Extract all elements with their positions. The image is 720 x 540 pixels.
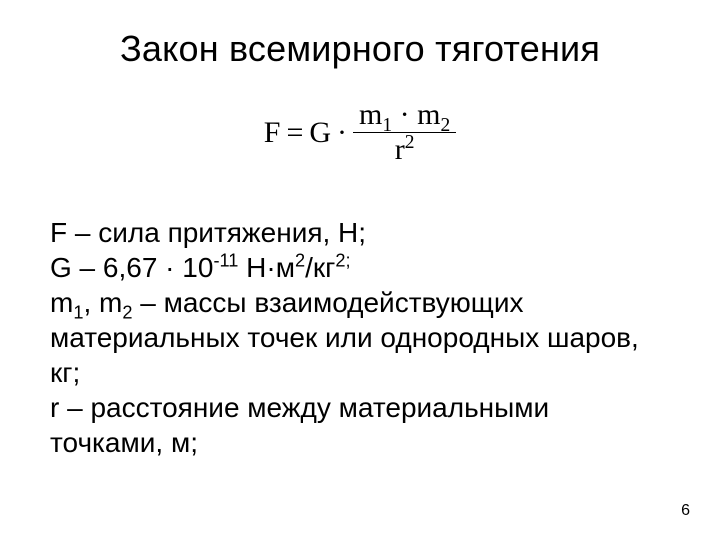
slide-title: Закон всемирного тяготения [0,28,720,70]
masses-comma: , [83,287,99,318]
formula-equation: F = G · m1 · m2 r2 [264,100,456,165]
formula-G: G [309,116,331,150]
page-number: 6 [681,502,690,520]
G-mid: Н·м [238,252,295,283]
numerator-dot: · [400,98,410,131]
formula-dot: · [337,116,347,150]
masses-m1: m [50,287,73,318]
G-ten-exp: -11 [213,251,238,271]
definitions-block: F – сила притяжения, Н; G – 6,67 · 10-11… [50,215,670,460]
formula-block: F = G · m1 · m2 r2 [0,100,720,165]
def-line-G: G – 6,67 · 10-11 Н·м2/кг2; [50,250,670,285]
G-prefix: G – 6,67 · 10 [50,252,213,283]
formula-fraction: m1 · m2 r2 [353,100,456,165]
def-line-r: r – расстояние между материальными точка… [50,390,670,460]
G-kg-exp: 2; [335,251,350,271]
formula-F: F [264,116,281,150]
numerator-m2: m [417,98,440,131]
formula-numerator: m1 · m2 [353,100,456,133]
denominator-r-exp: 2 [405,132,415,153]
formula-denominator: r2 [389,133,421,165]
denominator-r: r [395,133,405,166]
def-line-masses: m1, m2 – массы взаимодействующих материа… [50,285,670,390]
numerator-m1: m [359,98,382,131]
masses-rest: – массы взаимодействующих материальных т… [50,287,639,388]
slide: Закон всемирного тяготения F = G · m1 · … [0,0,720,540]
masses-m2: m [99,287,122,318]
masses-m1-sub: 1 [73,303,83,323]
G-m-exp: 2 [295,251,305,271]
G-slash: /кг [305,252,335,283]
numerator-m2-sub: 2 [440,115,450,136]
masses-m2-sub: 2 [122,303,132,323]
formula-equals: = [286,116,303,150]
def-line-F: F – сила притяжения, Н; [50,215,670,250]
